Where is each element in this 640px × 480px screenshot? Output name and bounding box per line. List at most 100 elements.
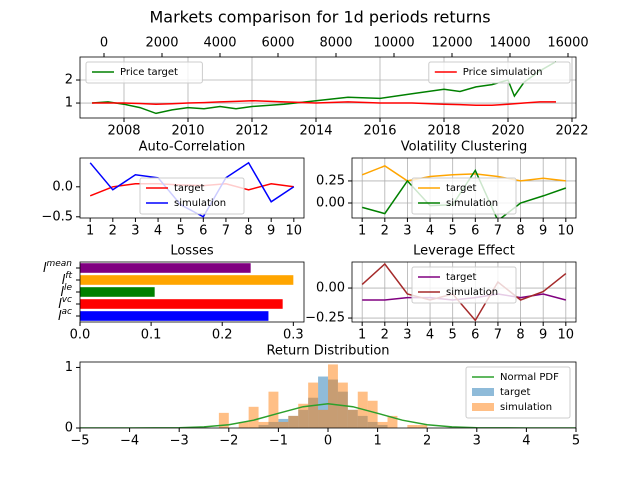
hist-bar bbox=[298, 403, 309, 428]
label-sup: le bbox=[64, 283, 73, 293]
x2-tick-label: 12000 bbox=[431, 36, 472, 51]
x-tick-label: 8 bbox=[516, 328, 524, 343]
label-base: l bbox=[62, 273, 66, 288]
x-tick-label: 9 bbox=[539, 224, 547, 239]
x-tick-label: 6 bbox=[199, 224, 207, 239]
axes-frame bbox=[79, 157, 305, 219]
x-tick-label: 2 bbox=[381, 224, 389, 239]
label-sup: ft bbox=[65, 271, 72, 281]
hist-bar bbox=[377, 421, 388, 428]
x-tick-label: 2014 bbox=[299, 124, 332, 139]
x-tick-label: 3 bbox=[403, 224, 411, 239]
y-tick-label: 0 bbox=[65, 421, 73, 436]
legend-box bbox=[85, 61, 203, 84]
hist-bar bbox=[347, 409, 358, 428]
x-tick-label: 4 bbox=[522, 434, 530, 449]
x2-tick-label: 10000 bbox=[373, 36, 414, 51]
axes-title: Volatility Clustering bbox=[401, 140, 528, 155]
bar bbox=[80, 263, 251, 273]
x-tick-label: 8 bbox=[244, 224, 252, 239]
x-tick-label: 0.0 bbox=[70, 328, 91, 343]
hist-bar bbox=[328, 364, 338, 428]
hist-bar bbox=[268, 391, 279, 428]
x-tick-label: 1 bbox=[358, 328, 366, 343]
x-tick-label: 7 bbox=[494, 328, 502, 343]
legend-box bbox=[139, 177, 245, 215]
legend-label: target bbox=[446, 272, 476, 283]
legend-label: simulation bbox=[446, 198, 498, 209]
x-tick-label: 9 bbox=[267, 224, 275, 239]
x2-tick-label: 4000 bbox=[203, 36, 236, 51]
label-base: l bbox=[58, 309, 62, 324]
axes-title: Return Distribution bbox=[266, 344, 389, 359]
x-tick-label: 1 bbox=[86, 224, 94, 239]
y-tick-label: 0.00 bbox=[316, 196, 345, 211]
y-tick-label: lac bbox=[58, 307, 72, 324]
x-tick-label: 1 bbox=[358, 224, 366, 239]
y-tick-label: lft bbox=[62, 271, 73, 288]
label-sup: ac bbox=[62, 307, 73, 317]
axes-title: Losses bbox=[170, 244, 214, 259]
label-sup: mean bbox=[46, 259, 72, 269]
hist-bar bbox=[367, 400, 378, 428]
x-tick-label: 0.2 bbox=[212, 328, 233, 343]
label-sup: vc bbox=[62, 295, 72, 305]
x-tick-label: −1 bbox=[269, 434, 288, 449]
x-tick-label: 5 bbox=[449, 328, 457, 343]
legend-label: target bbox=[174, 183, 204, 194]
x2-tick-label: 6000 bbox=[261, 36, 294, 51]
legend-box bbox=[411, 266, 517, 304]
line bbox=[361, 165, 566, 182]
y-tick-label: 0.0 bbox=[52, 179, 73, 194]
x-tick-label: 8 bbox=[516, 224, 524, 239]
x-tick-label: 5 bbox=[572, 434, 580, 449]
x2-tick-label: 2000 bbox=[145, 36, 178, 51]
hist-bar bbox=[218, 412, 229, 428]
x-tick-label: 4 bbox=[426, 328, 434, 343]
y-tick-label: lvc bbox=[58, 295, 72, 312]
x-tick-label: 0.3 bbox=[283, 328, 304, 343]
x-tick-label: 3 bbox=[473, 434, 481, 449]
x-tick-label: 2016 bbox=[363, 124, 396, 139]
x-tick-label: 0 bbox=[324, 434, 332, 449]
x-tick-label: −5 bbox=[70, 434, 89, 449]
x-tick-label: 2020 bbox=[491, 124, 524, 139]
legend-label: target bbox=[446, 183, 476, 194]
y-tick-label: 2 bbox=[65, 73, 73, 88]
x-tick-label: 6 bbox=[471, 224, 479, 239]
bar bbox=[80, 311, 269, 321]
legend-label: target bbox=[500, 387, 530, 398]
y-tick-label: −0.5 bbox=[41, 209, 73, 224]
x-tick-label: 2022 bbox=[555, 124, 588, 139]
bar bbox=[80, 287, 155, 297]
plot-area bbox=[80, 263, 294, 321]
x-tick-label: 7 bbox=[494, 224, 502, 239]
x-tick-label: −3 bbox=[170, 434, 189, 449]
x-tick-label: 4 bbox=[154, 224, 162, 239]
y-tick-label: 1 bbox=[65, 96, 73, 111]
legend-box bbox=[428, 61, 571, 84]
label-base: l bbox=[60, 285, 64, 300]
x2-tick-label: 0 bbox=[100, 36, 108, 51]
hist-bar bbox=[417, 424, 428, 428]
x-tick-label: 10 bbox=[558, 224, 575, 239]
x-tick-label: 2018 bbox=[427, 124, 460, 139]
x-tick-label: 4 bbox=[426, 224, 434, 239]
legend-label: simulation bbox=[446, 287, 498, 298]
hist-bar bbox=[238, 421, 249, 428]
x-tick-label: 7 bbox=[222, 224, 230, 239]
x-tick-label: 5 bbox=[449, 224, 457, 239]
x-tick-label: 9 bbox=[539, 328, 547, 343]
legend-label: simulation bbox=[500, 402, 552, 413]
figure-title: Markets comparison for 1d periods return… bbox=[149, 8, 490, 27]
x-tick-label: 0.1 bbox=[141, 328, 162, 343]
y-tick-label: −0.25 bbox=[305, 311, 345, 326]
x2-tick-label: 8000 bbox=[319, 36, 352, 51]
x-tick-label: 10 bbox=[286, 224, 303, 239]
axes-title: Auto-Correlation bbox=[139, 140, 246, 155]
x-tick-label: 1 bbox=[373, 434, 381, 449]
y-tick-label: 0.00 bbox=[316, 281, 345, 296]
axes-title: Leverage Effect bbox=[413, 244, 515, 259]
legend-patch bbox=[472, 403, 494, 411]
